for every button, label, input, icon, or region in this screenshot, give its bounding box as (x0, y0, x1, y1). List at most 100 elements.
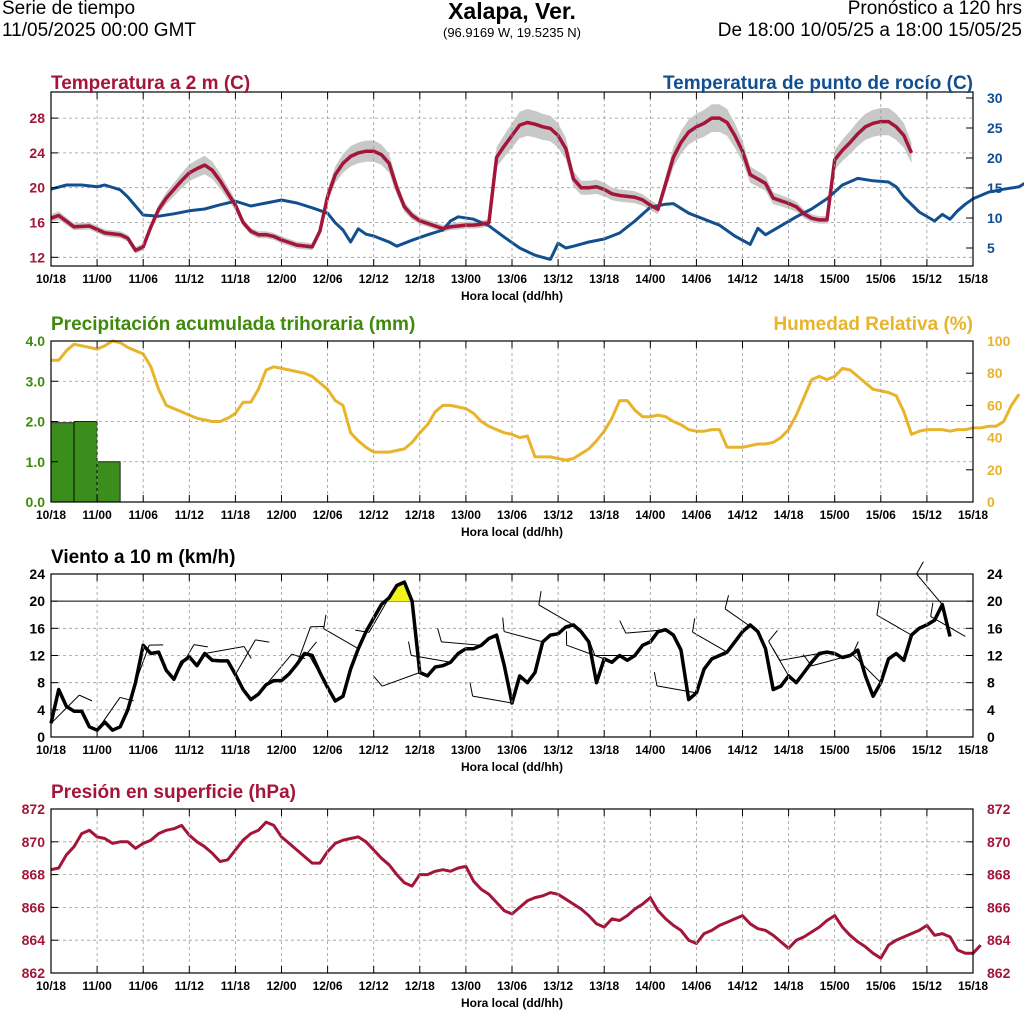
x-tick-label: 12/12 (359, 508, 389, 522)
x-tick-label: 11/00 (82, 508, 112, 522)
x-tick-label: 12/06 (313, 743, 343, 757)
y-tick-label: 16 (29, 215, 45, 231)
barb-shaft (503, 631, 543, 643)
x-tick-label: 10/18 (36, 743, 66, 757)
y-tick-label: 12 (29, 249, 45, 265)
wind-barb (876, 601, 912, 636)
x-tick-label: 15/00 (820, 272, 850, 286)
wind-title: Viento a 10 m (km/h) (51, 547, 235, 568)
y2-tick-label: 0 (987, 729, 995, 745)
temperature-spread-band (51, 104, 912, 254)
x-tick-label: 13/00 (451, 743, 481, 757)
y2-tick-label: 16 (987, 620, 1003, 636)
x-tick-label: 11/06 (129, 743, 159, 757)
barb-feather (653, 672, 658, 687)
x-tick-label: 13/18 (589, 508, 619, 522)
x-tick-label: 11/06 (129, 979, 159, 993)
y-tick-label: 24 (29, 566, 45, 582)
x-tick-label: 14/18 (774, 743, 804, 757)
x-tick-label: 12/06 (313, 272, 343, 286)
wind-barb (323, 614, 359, 650)
run-datetime: 11/05/2025 00:00 GMT (2, 20, 196, 41)
x-tick-label: 14/06 (681, 508, 711, 522)
x-tick-label: 12/00 (266, 508, 296, 522)
x-tick-label: 13/00 (451, 979, 481, 993)
x-tick-label: 11/18 (221, 979, 251, 993)
y-tick-label: 16 (29, 620, 45, 636)
x-tick-label: 13/00 (451, 272, 481, 286)
barb-feather (408, 641, 412, 656)
x-tick-label: 10/18 (36, 272, 66, 286)
city-title: Xalapa, Ver. (448, 0, 576, 24)
header-center: Xalapa, Ver. (96.9169 W, 19.5235 N) (0, 0, 1024, 42)
x-tick-label: 13/06 (497, 743, 527, 757)
barb-shaft (368, 597, 390, 633)
x-tick-label: 15/12 (912, 272, 942, 286)
barb-shaft (538, 604, 574, 626)
barb-feather (691, 618, 696, 633)
barb-feather (538, 591, 542, 606)
x-tick-label: 15/18 (958, 272, 988, 286)
barb-feather (372, 675, 383, 687)
x-axis-label: Hora local (dd/hh) (461, 289, 563, 303)
barb-feather (255, 639, 270, 643)
x-tick-label: 11/12 (175, 508, 205, 522)
y2-tick-label: 872 (987, 801, 1011, 817)
x-tick-label: 11/12 (175, 743, 205, 757)
y-tick-label: 864 (22, 932, 46, 948)
wind-barb (437, 628, 482, 646)
y-tick-label: 862 (22, 965, 46, 981)
wind-barb (204, 646, 252, 659)
y2-tick-label: 10 (987, 210, 1003, 226)
wind-barb (916, 561, 943, 605)
x-tick-label: 11/12 (175, 272, 205, 286)
x-tick-label: 14/12 (727, 508, 757, 522)
barb-feather (469, 682, 474, 697)
barb-feather (916, 561, 924, 575)
x-tick-label: 12/06 (313, 508, 343, 522)
humidity-title: Humedad Relativa (%) (773, 314, 973, 335)
x-tick-label: 10/18 (36, 508, 66, 522)
x-tick-label: 14/00 (635, 272, 665, 286)
x-tick-label: 13/18 (589, 979, 619, 993)
y2-tick-label: 80 (987, 365, 1003, 381)
y2-tick-label: 864 (987, 932, 1011, 948)
x-tick-label: 13/18 (589, 743, 619, 757)
y-tick-label: 4.0 (26, 333, 46, 349)
x-tick-label: 14/12 (727, 979, 757, 993)
precip-bar (96, 461, 121, 503)
x-tick-label: 11/18 (221, 508, 251, 522)
panel-1-grid (50, 92, 974, 266)
barb-feather (768, 630, 778, 642)
x-tick-label: 15/12 (912, 743, 942, 757)
x-tick-label: 11/06 (129, 272, 159, 286)
barb-shaft (441, 641, 482, 646)
barb-feather (724, 595, 730, 609)
coordinates: (96.9169 W, 19.5235 N) (442, 25, 582, 40)
precip-bar (50, 422, 75, 503)
x-tick-label: 13/06 (497, 272, 527, 286)
y2-tick-label: 870 (987, 834, 1011, 850)
wind-barb (296, 626, 325, 665)
x-tick-label: 14/06 (681, 743, 711, 757)
y-tick-label: 4 (37, 702, 45, 718)
temperature-title: Temperatura a 2 m (C) (51, 73, 250, 94)
y2-tick-label: 24 (987, 566, 1003, 582)
barb-shaft (50, 694, 80, 724)
barb-shaft (876, 614, 912, 636)
wind-barb (469, 682, 513, 704)
x-tick-label: 13/12 (543, 272, 573, 286)
barb-feather (930, 602, 934, 617)
wind-barb (173, 644, 208, 680)
x-tick-label: 11/00 (82, 979, 112, 993)
barb-feather (876, 601, 880, 616)
x-tick-label: 14/06 (681, 979, 711, 993)
x-tick-label: 12/12 (359, 979, 389, 993)
x-tick-label: 13/12 (543, 979, 573, 993)
x-tick-label: 15/06 (866, 743, 896, 757)
wind-barb (50, 694, 93, 724)
barb-shaft (382, 672, 420, 687)
x-tick-label: 11/00 (82, 272, 112, 286)
x-tick-label: 13/00 (451, 508, 481, 522)
x-tick-label: 12/00 (266, 272, 296, 286)
